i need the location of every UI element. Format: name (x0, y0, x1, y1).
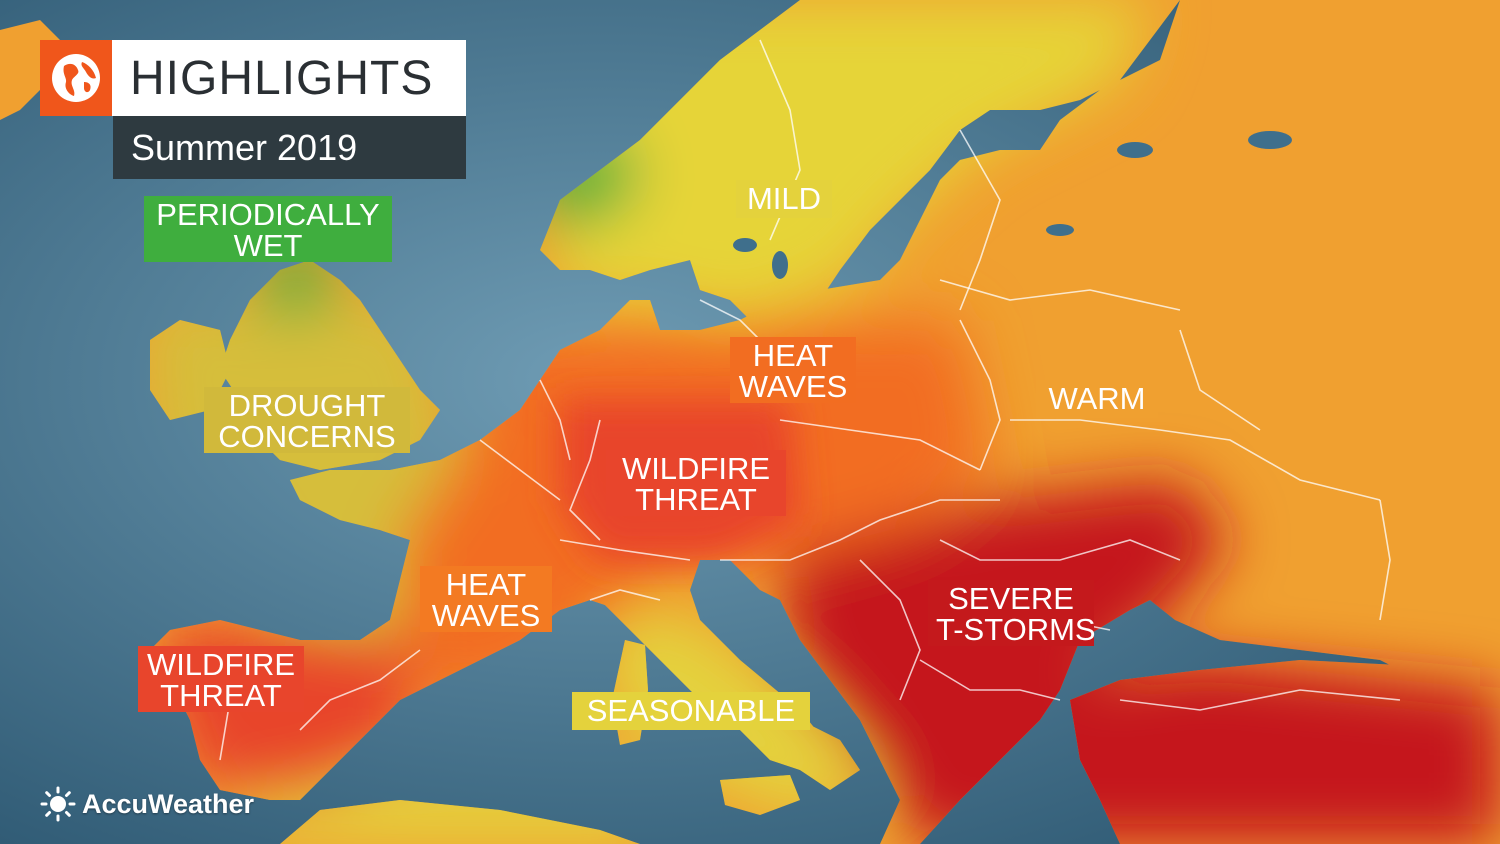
label-wildfire-threat-central: WILDFIRE THREAT (606, 450, 786, 516)
label-heat-waves-west: HEAT WAVES (420, 566, 552, 632)
label-seasonable: SEASONABLE (572, 692, 810, 730)
label-warm: WARM (1036, 380, 1158, 418)
label-wildfire-threat-iberia: WILDFIRE THREAT (138, 646, 304, 712)
region-severe (780, 480, 1500, 844)
page-subtitle: Summer 2019 (113, 116, 466, 179)
accuweather-brand: AccuWeather (40, 786, 254, 822)
sun-icon (40, 786, 76, 822)
country-borders (219, 39, 1401, 761)
label-drought-concerns: DROUGHT CONCERNS (204, 387, 410, 453)
label-periodically-wet: PERIODICALLY WET (144, 196, 392, 262)
label-mild: MILD (736, 180, 832, 218)
globe-icon (40, 40, 112, 116)
highlights-header: HIGHLIGHTS (40, 40, 466, 116)
page-title: HIGHLIGHTS (130, 51, 434, 105)
label-severe-t-storms: SEVERE T-STORMS (928, 580, 1096, 646)
label-heat-waves-north: HEAT WAVES (730, 337, 856, 403)
lakes (733, 131, 1292, 279)
brand-name: AccuWeather (82, 788, 255, 819)
